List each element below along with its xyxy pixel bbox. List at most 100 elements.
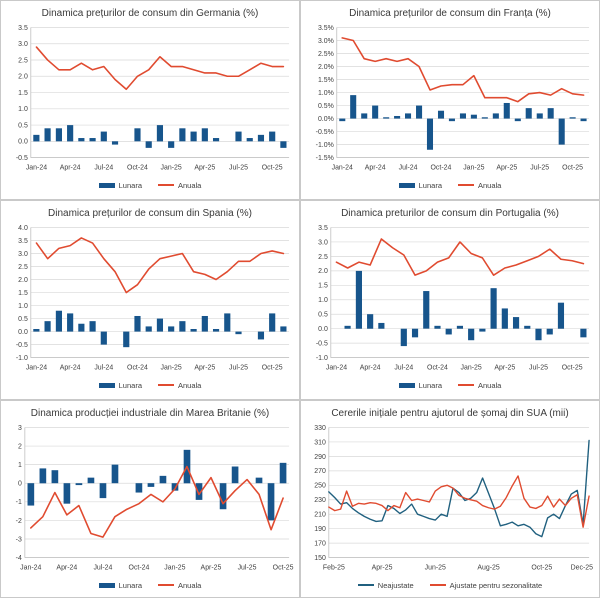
svg-text:Oct-25: Oct-25: [562, 365, 583, 372]
line-series-marker-icon: [357, 584, 374, 586]
svg-text:3.0: 3.0: [18, 251, 28, 258]
svg-text:170: 170: [314, 541, 326, 548]
chart-legend-franta: Lunara Anuala: [398, 177, 502, 193]
chart-legend-sua: Neajustate Ajustate pentru sezonalitate: [357, 577, 542, 593]
chart-plot-germania: -0.5 0.0 0.5 1.0 1.5 2.0 2.5 3.0 3.5 Jan-24 Apr-24…: [16, 25, 290, 172]
svg-text:0.0: 0.0: [18, 329, 28, 336]
svg-text:Oct-25: Oct-25: [262, 165, 283, 172]
svg-text:Apr-25: Apr-25: [372, 565, 393, 572]
svg-text:0.5: 0.5: [318, 312, 328, 319]
svg-text:0.5%: 0.5%: [318, 103, 334, 110]
chart-title-portugalia: Dinamica preturilor de consum din Portug…: [341, 208, 559, 219]
svg-text:2.0: 2.0: [318, 268, 328, 275]
svg-text:-0.5%: -0.5%: [316, 129, 334, 136]
svg-text:2.0: 2.0: [18, 277, 28, 284]
svg-text:Jan-25: Jan-25: [161, 165, 182, 172]
svg-text:Apr-24: Apr-24: [56, 565, 77, 572]
legend-label: Neajustate: [377, 580, 414, 590]
svg-text:4.0: 4.0: [18, 225, 28, 232]
svg-text:230: 230: [314, 497, 326, 504]
svg-text:-1.0: -1.0: [16, 355, 28, 362]
svg-text:-1: -1: [16, 499, 22, 506]
svg-text:Jul-25: Jul-25: [229, 165, 248, 172]
svg-text:Oct-24: Oct-24: [127, 365, 148, 372]
svg-text:Jan-25: Jan-25: [461, 365, 482, 372]
legend-item: Anuala: [158, 581, 201, 590]
svg-text:1.5: 1.5: [18, 290, 28, 297]
svg-text:Apr-25: Apr-25: [494, 365, 515, 372]
svg-text:1.0: 1.0: [18, 303, 28, 310]
svg-text:1: 1: [18, 462, 22, 469]
svg-text:1.5%: 1.5%: [318, 77, 334, 84]
chart-plot-portugalia: -1.0 -0.5 0.0 0.5 1.0 1.5 2.0 2.5 3.0 3.5 Jan-24 Ap…: [316, 225, 590, 372]
svg-text:0.0: 0.0: [18, 139, 28, 146]
svg-text:Jul-25: Jul-25: [238, 565, 257, 572]
chart-title-spania: Dinamica prețurilor de consum din Spania…: [48, 208, 252, 219]
svg-text:Jul-24: Jul-24: [394, 365, 413, 372]
svg-text:-1.0: -1.0: [316, 355, 328, 362]
bar-series-marker-icon: [398, 382, 415, 388]
legend-label: Lunara: [118, 180, 142, 190]
svg-text:Oct-24: Oct-24: [431, 165, 452, 172]
svg-text:2.5: 2.5: [18, 264, 28, 271]
svg-text:-0.5: -0.5: [16, 155, 28, 162]
svg-text:Apr-25: Apr-25: [194, 365, 215, 372]
svg-text:-4: -4: [16, 555, 22, 562]
chart-legend-portugalia: Lunara Anuala: [398, 377, 501, 393]
chart-title-marea-britanie: Dinamica producției industriale din Mare…: [30, 408, 270, 419]
svg-text:-2: -2: [16, 518, 22, 525]
svg-text:2.5%: 2.5%: [318, 51, 334, 58]
svg-text:Apr-24: Apr-24: [365, 165, 386, 172]
chart-plot-spania: -1.0 -0.5 0.0 0.5 1.0 1.5 2.0 2.5 3.0 3.5 4.0 Jan-2…: [16, 225, 290, 372]
svg-text:Jan-24: Jan-24: [332, 165, 353, 172]
legend-item: Anuala: [158, 181, 201, 190]
svg-text:Jul-24: Jul-24: [94, 165, 113, 172]
svg-text:310: 310: [314, 439, 326, 446]
svg-text:210: 210: [314, 512, 326, 519]
line-series-marker-icon: [458, 384, 474, 386]
svg-text:Jul-24: Jul-24: [93, 565, 112, 572]
svg-text:Oct-25: Oct-25: [562, 165, 583, 172]
chart-panel-portugalia: Dinamica preturilor de consum din Portug…: [300, 200, 600, 400]
svg-text:1.5: 1.5: [318, 283, 328, 290]
legend-label: Lunara: [418, 180, 442, 190]
chart-title-sua: Cererile inițiale pentru ajutorul de șom…: [331, 408, 569, 419]
svg-text:-0.5: -0.5: [316, 341, 328, 348]
svg-text:2: 2: [18, 443, 22, 450]
legend-item: Lunara: [98, 381, 142, 390]
svg-text:Jan-24: Jan-24: [326, 365, 347, 372]
svg-text:Jan-25: Jan-25: [161, 365, 182, 372]
svg-text:3.0: 3.0: [18, 41, 28, 48]
bar-series-marker-icon: [98, 582, 115, 588]
svg-text:Jun-25: Jun-25: [425, 565, 446, 572]
svg-text:Jan-25: Jan-25: [164, 565, 185, 572]
svg-text:3.5: 3.5: [18, 25, 28, 32]
svg-text:Oct-24: Oct-24: [129, 565, 150, 572]
svg-text:290: 290: [314, 454, 326, 461]
line-series-marker-icon: [158, 584, 174, 586]
svg-text:1.0: 1.0: [18, 106, 28, 113]
line-series-marker-icon: [458, 184, 474, 186]
legend-label: Anuala: [478, 380, 502, 390]
chart-panel-spania: Dinamica prețurilor de consum din Spania…: [0, 200, 300, 400]
legend-item: Lunara: [98, 581, 142, 590]
svg-text:Jul-25: Jul-25: [229, 365, 248, 372]
svg-text:Oct-25: Oct-25: [273, 565, 294, 572]
svg-text:2.5: 2.5: [18, 57, 28, 64]
svg-text:0: 0: [18, 481, 22, 488]
svg-text:-1.0%: -1.0%: [316, 142, 334, 149]
legend-item: Neajustate: [357, 580, 414, 590]
svg-text:2.5: 2.5: [318, 254, 328, 261]
svg-text:3.5%: 3.5%: [318, 25, 334, 32]
chart-legend-spania: Lunara Anuala: [98, 377, 201, 393]
svg-text:150: 150: [314, 555, 326, 562]
legend-item: Anuala: [458, 381, 501, 390]
legend-item: Lunara: [398, 180, 442, 190]
svg-text:Oct-25: Oct-25: [262, 365, 283, 372]
svg-text:1.5: 1.5: [18, 90, 28, 97]
svg-text:190: 190: [314, 526, 326, 533]
legend-label: Anuala: [478, 180, 502, 190]
line-series-marker-icon: [158, 384, 174, 386]
svg-text:Jan-24: Jan-24: [20, 565, 41, 572]
chart-legend-germania: Lunara Anuala: [98, 177, 201, 193]
